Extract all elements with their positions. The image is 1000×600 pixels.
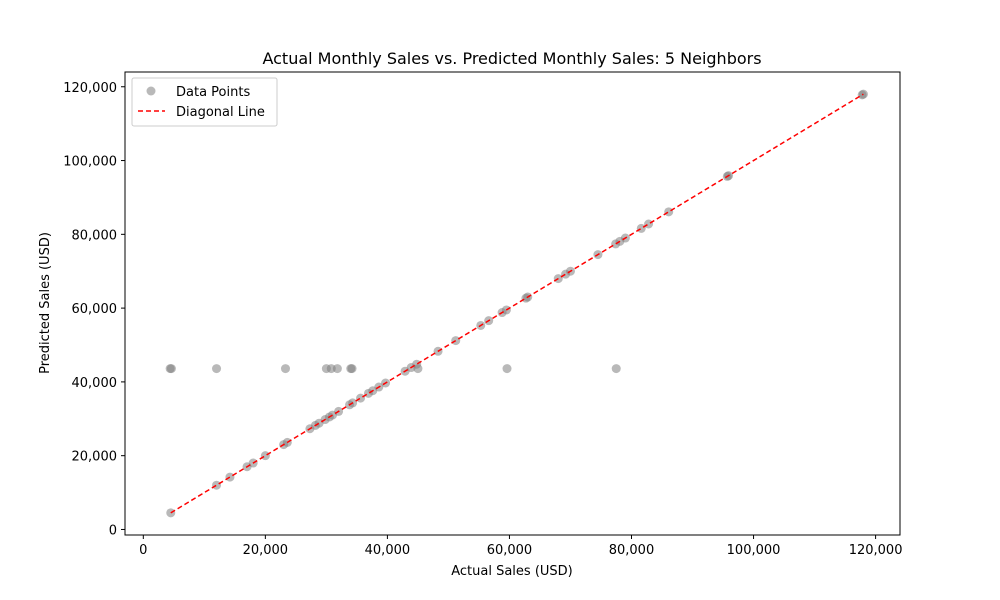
data-point	[347, 364, 357, 374]
y-tick-label: 40,000	[72, 376, 118, 391]
y-tick-label: 80,000	[72, 228, 118, 243]
y-axis: 0 20,000 40,000 60,000 80,000 100,000 120,000	[63, 81, 125, 538]
data-point	[280, 364, 290, 374]
data-point	[166, 364, 176, 374]
data-point	[664, 207, 674, 217]
diagonal-line	[170, 93, 864, 514]
x-tick-label: 80,000	[609, 543, 655, 558]
y-tick-label: 120,000	[63, 81, 117, 96]
y-tick-label: 100,000	[63, 155, 117, 170]
plot-area	[165, 89, 868, 518]
data-point	[858, 89, 868, 99]
x-axis: 0 20,000 40,000 60,000 80,000 100,000 120,000	[139, 535, 902, 558]
x-tick-label: 0	[139, 543, 147, 558]
y-tick-label: 20,000	[72, 450, 118, 465]
data-point	[413, 364, 423, 374]
data-point	[212, 480, 222, 490]
y-tick-label: 60,000	[72, 302, 118, 317]
plot-frame	[124, 71, 901, 536]
x-axis-label: Actual Sales (USD)	[451, 564, 573, 579]
data-point	[212, 364, 222, 374]
legend-label-data-points: Data Points	[176, 85, 250, 100]
data-point	[636, 223, 646, 233]
data-point	[502, 364, 512, 374]
x-tick-label: 20,000	[243, 543, 289, 558]
y-tick-label: 0	[109, 523, 117, 538]
x-tick-label: 40,000	[365, 543, 411, 558]
x-tick-label: 120,000	[849, 543, 903, 558]
legend-marker-data-points	[146, 86, 156, 96]
data-point	[644, 219, 654, 229]
y-axis-label: Predicted Sales (USD)	[38, 232, 53, 374]
legend-box	[131, 77, 278, 127]
data-point	[356, 393, 366, 403]
x-tick-label: 60,000	[487, 543, 533, 558]
x-tick-label: 100,000	[727, 543, 781, 558]
data-point	[611, 364, 621, 374]
legend-label-diagonal-line: Diagonal Line	[176, 105, 265, 120]
chart-title: Actual Monthly Sales vs. Predicted Month…	[262, 49, 761, 68]
data-point	[260, 451, 270, 461]
data-point	[332, 364, 342, 374]
legend: Data Points Diagonal Line	[131, 77, 278, 127]
data-point	[225, 472, 235, 482]
data-point	[451, 336, 461, 346]
